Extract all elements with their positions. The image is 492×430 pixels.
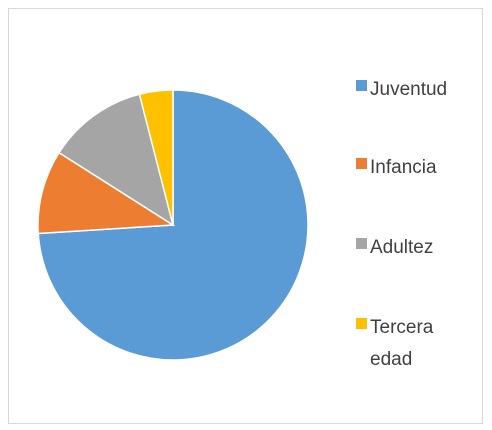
legend-item: Infancia (356, 152, 470, 184)
legend-item: Adultez (356, 232, 470, 264)
legend-swatch (356, 158, 367, 169)
legend-swatch (356, 238, 367, 249)
legend-label: Juventud (370, 79, 448, 100)
legend-swatch (356, 318, 367, 329)
legend-item: Tercera edad (356, 312, 470, 376)
legend-label: Adultez (370, 237, 434, 258)
pie-slice (138, 89, 174, 226)
chart-frame (8, 8, 483, 424)
legend-item: Juventud (356, 74, 470, 106)
pie-slice (57, 93, 175, 227)
legend-label: Infancia (370, 157, 437, 178)
pie-slice (37, 151, 176, 235)
legend-swatch (356, 80, 367, 91)
legend-label: Tercera edad (370, 317, 434, 370)
